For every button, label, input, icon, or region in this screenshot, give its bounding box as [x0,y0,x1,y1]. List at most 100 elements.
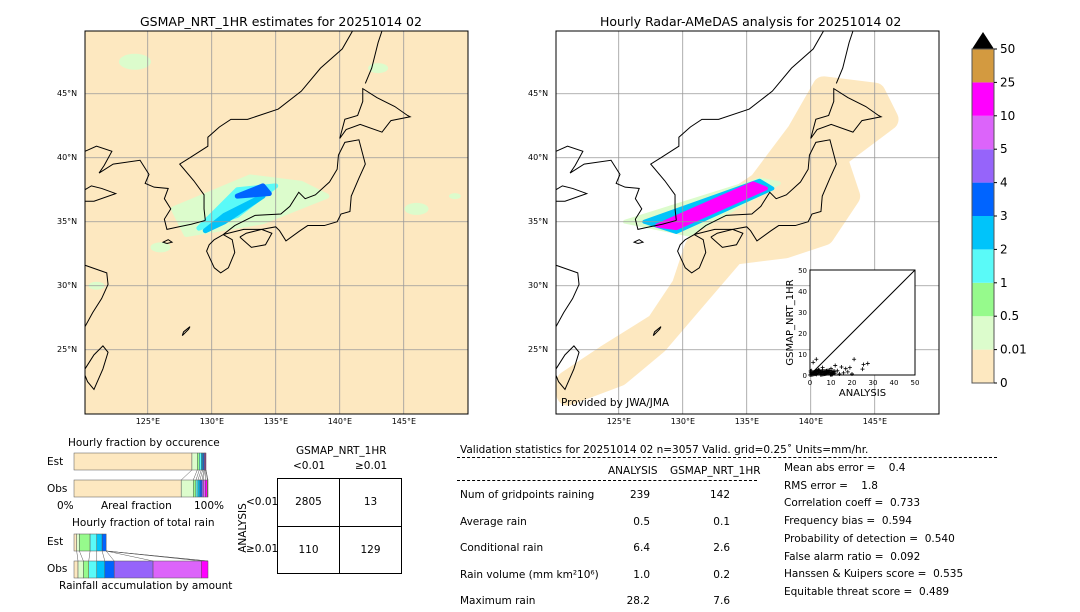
cell-01: 13 [363,496,378,508]
right-map-title: Hourly Radar-AMeDAS analysis for 2025101… [600,14,902,29]
scatter-point [827,368,832,373]
scatter-point [861,362,866,367]
stat-gsmap-value: 0.2 [713,568,730,581]
connector-line [201,469,205,481]
lat-tick-label: 25°N [528,344,549,354]
connector-line [193,469,198,481]
coastline [555,185,589,202]
lon-tick-label: 140°E [798,417,824,426]
est-rain-segment [76,533,80,552]
scatter-x-tick: 20 [848,379,857,387]
coastline [84,345,109,391]
lon-tick-label: 125°E [606,417,632,426]
colorbar-label: 50 [1000,42,1015,56]
lat-tick-label: 30°N [57,280,78,290]
obs-rain-segment [96,560,106,579]
one-to-one-line [809,269,916,376]
connector-line [88,550,91,562]
scatter-point [839,365,844,370]
coastline [84,145,206,230]
scatter-point [814,357,819,362]
scatter-y-tick: 10 [798,351,807,359]
scatter-y-tick: 40 [798,288,807,296]
coastline [364,30,383,84]
colorbar-label: 0 [1000,376,1008,390]
scatter-point [830,372,835,377]
score-line: Correlation coeff = 0.733 [784,497,920,510]
occurrence-title: Hourly fraction by occurence [68,437,220,449]
score-line: Equitable threat score = 0.489 [784,585,950,598]
lat-tick-label: 45°N [57,88,78,98]
est-rain-segment [89,533,98,552]
obs-rain-segment [104,560,115,579]
fraction-bars [73,452,209,579]
map-frame [555,30,940,415]
cell-00: 2805 [295,496,322,508]
est-label: Est [47,456,64,468]
coastline [339,87,412,139]
coastline [652,326,662,336]
scatter-point [865,361,870,366]
score-line: Mean abs error = 0.4 [784,462,906,474]
obs-rain-segment [83,560,89,579]
connector-line [205,469,209,481]
scatter-x-tick: 10 [827,379,836,387]
obs-rain-segment [113,560,154,579]
scatter-point [852,357,857,362]
connector-line [106,550,209,562]
colorbar-label: 2 [1000,242,1008,256]
colorbar-segment [972,249,994,283]
est-rain-segment [73,533,77,552]
score-line: False alarm ratio = 0.092 [784,550,921,563]
colorbar-label: 25 [1000,75,1015,89]
left-map-title: GSMAP_NRT_1HR estimates for 20251014 02 [140,14,422,29]
cell-11: 129 [360,544,381,556]
scatter-point [835,368,840,373]
contingency-col-1: ≥0.01 [355,460,388,472]
stat-gsmap-value: 7.6 [713,595,730,607]
x-tick-0: 0% [57,500,74,512]
areal-fraction-label: Areal fraction [101,500,172,512]
scatter-y-tick: 0 [803,372,807,380]
colorbar-segment [972,282,994,317]
colorbar-label: 10 [1000,109,1015,123]
obs-occurrence-segment [193,479,197,498]
scatter-point [833,363,838,368]
connector-line [203,469,205,481]
lat-tick-label: 35°N [528,216,549,226]
obs-occurrence-segment [73,479,182,498]
colorbar-label: 0.01 [1000,343,1027,357]
contingency-col-title: GSMAP_NRT_1HR [296,445,387,457]
est-rain-segment [101,533,107,552]
stat-label: Average rain [460,515,527,528]
divider [457,480,757,481]
rain-area [448,193,461,200]
lat-tick-label: 40°N [57,152,78,162]
lon-tick-label: 125°E [135,417,161,426]
scatter-point [850,371,854,376]
est-label-2: Est [47,536,64,548]
radar-coverage-area [556,76,899,406]
scatter-x-tick: 50 [911,379,920,387]
stat-analysis-value: 6.4 [633,542,650,554]
score-line: Frequency bias = 0.594 [784,515,912,528]
scatter-y-tick: 20 [798,330,807,338]
colorbar-segment [972,316,994,350]
scatter-inset: 0 10 20 30 40 50 0 10 20 30 40 50 ANALYSIS GSMAP_NRT_… [785,267,920,399]
coastline [181,326,191,336]
est-occurrence-segment [197,452,200,471]
obs-occurrence-segment [199,479,203,498]
coastline [222,139,366,242]
lon-tick-label: 145°E [862,417,888,426]
stats-col-analysis: ANALYSIS [608,465,658,477]
divider [457,457,997,458]
est-occurrence-segment [191,452,198,471]
stats-header: Validation statistics for 20251014 02 n=… [460,444,869,456]
stat-analysis-value: 0.5 [633,515,650,528]
rain-area [118,53,151,70]
credit-text: Provided by JWA/JMA [561,397,670,409]
colorbar-segment [972,182,994,216]
lat-tick-label: 25°N [57,344,78,354]
scatter-y-tick: 30 [798,309,807,317]
scatter-x-tick: 0 [808,379,812,387]
